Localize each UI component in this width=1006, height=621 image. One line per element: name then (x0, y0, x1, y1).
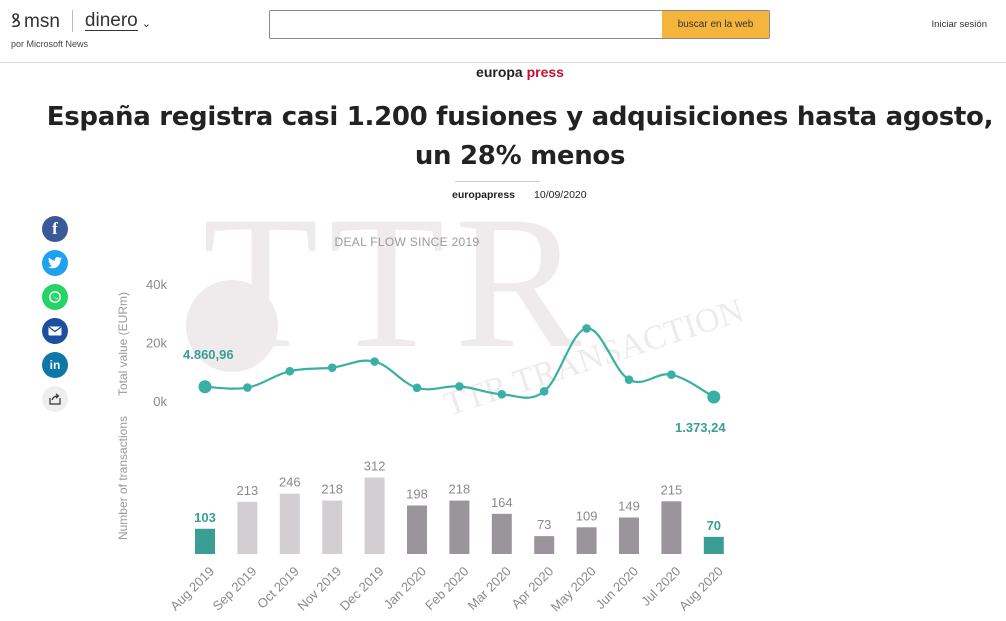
x-category-label: Dec 2019 (337, 564, 387, 614)
transaction-bar (364, 477, 385, 554)
transaction-bar (491, 513, 512, 554)
chart-title: DEAL FLOW SINCE 2019 (335, 235, 480, 249)
bar-value-label: 70 (707, 518, 721, 533)
x-category-label: Aug 2020 (676, 564, 726, 614)
linkedin-icon[interactable]: in (42, 352, 68, 378)
byline: por Microsoft News (11, 39, 89, 49)
line-y-tick: 0k (153, 394, 167, 409)
first-value-label: 4.860,96 (183, 347, 234, 362)
transaction-bar (195, 528, 215, 554)
transaction-bar (279, 493, 300, 554)
bar-value-label: 218 (321, 482, 343, 497)
sign-in-link[interactable]: Iniciar sesión (931, 19, 987, 30)
article-date: 10/09/2020 (534, 189, 587, 201)
line-point (455, 382, 464, 391)
search-web-button[interactable]: buscar en la web (662, 11, 769, 38)
x-category-label: Sep 2019 (210, 564, 260, 614)
transaction-bar (703, 536, 724, 554)
transaction-bar (619, 517, 639, 554)
msn-logo[interactable]: ꝸ msn dinero ⌄ (11, 10, 151, 32)
transaction-bar (237, 501, 258, 554)
article-source[interactable]: europa press (0, 64, 1006, 80)
bar-value-label: 164 (491, 495, 513, 510)
line-y-axis-label: Total value (EURm) (116, 292, 130, 396)
bar-value-label: 246 (279, 475, 301, 490)
transaction-bar (407, 505, 427, 554)
headline-divider (455, 181, 540, 182)
facebook-icon[interactable]: f (42, 216, 68, 242)
line-point (582, 324, 591, 333)
bar-value-label: 312 (364, 459, 386, 474)
transaction-bar (534, 536, 555, 554)
logo-divider (71, 10, 73, 32)
line-point (539, 387, 549, 396)
search-input[interactable] (270, 11, 662, 38)
line-point (707, 390, 721, 404)
bars-y-axis-label: Number of transactions (116, 416, 130, 540)
section-name[interactable]: dinero (84, 9, 138, 32)
watermark-seal (186, 280, 278, 372)
brand-name: msn (24, 10, 60, 32)
transaction-bar (661, 501, 682, 554)
last-value-label: 1.373,24 (675, 420, 726, 435)
top-navigation-bar: ꝸ msn dinero ⌄ por Microsoft News buscar… (0, 0, 1006, 63)
email-icon[interactable] (42, 318, 68, 344)
line-y-tick: 40k (146, 277, 167, 292)
bar-value-label: 198 (406, 486, 428, 501)
transaction-bar (322, 500, 343, 554)
bar-value-label: 215 (661, 482, 683, 497)
transaction-bar (449, 500, 470, 554)
x-category-label: May 2020 (548, 564, 599, 615)
bar-value-label: 213 (237, 483, 259, 498)
transaction-bar (576, 527, 597, 554)
x-category-label: Jun 2020 (593, 564, 641, 612)
x-category-label: Mar 2020 (464, 564, 513, 613)
share-bar: f in (42, 216, 70, 420)
line-y-tick: 20k (146, 336, 167, 351)
bar-value-label: 73 (537, 517, 551, 532)
whatsapp-icon[interactable] (42, 284, 68, 310)
bar-value-label: 218 (449, 482, 471, 497)
share-icon[interactable] (42, 386, 68, 412)
line-point (667, 370, 676, 379)
x-category-label: Nov 2019 (294, 564, 344, 614)
search-bar: buscar en la web (269, 10, 770, 39)
line-point (285, 366, 295, 376)
line-point (624, 375, 634, 384)
bar-value-label: 109 (576, 508, 598, 523)
bar-value-label: 149 (618, 498, 640, 513)
twitter-icon[interactable] (42, 250, 68, 276)
source-suffix: press (526, 64, 564, 80)
article-meta: europapress 10/09/2020 (452, 189, 587, 201)
article-author[interactable]: europapress (452, 189, 516, 201)
chevron-down-icon[interactable]: ⌄ (141, 17, 151, 30)
x-category-label: Jan 2020 (381, 564, 429, 612)
source-prefix: europa (476, 64, 523, 80)
x-category-label: Aug 2019 (167, 564, 217, 614)
line-point (412, 383, 422, 393)
bar-value-label: 103 (194, 510, 216, 525)
article-headline: España registra casi 1.200 fusiones y ad… (46, 102, 994, 171)
line-point (370, 357, 379, 366)
line-point (327, 363, 337, 372)
msn-butterfly-icon: ꝸ (11, 9, 21, 32)
line-point (243, 383, 252, 392)
line-point (497, 389, 507, 399)
x-category-label: Feb 2020 (422, 564, 471, 613)
line-point (198, 380, 212, 394)
